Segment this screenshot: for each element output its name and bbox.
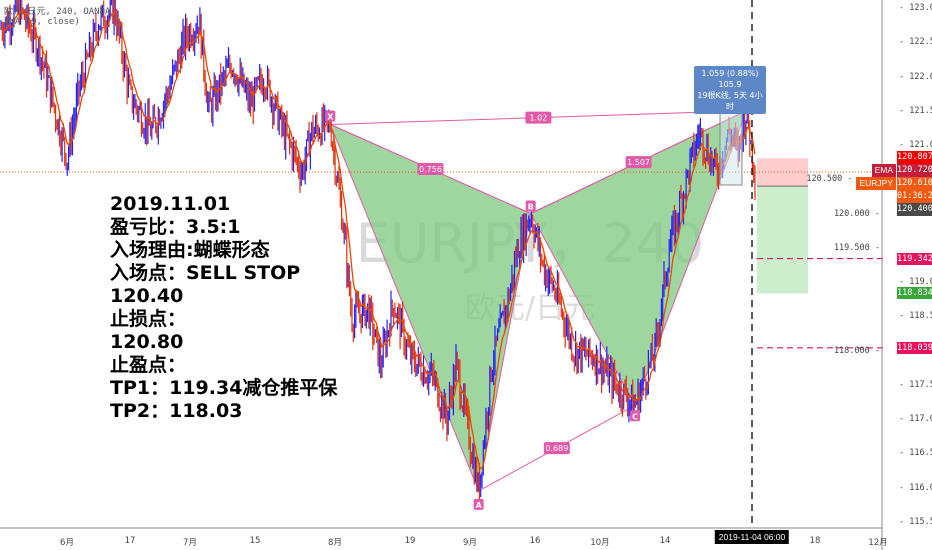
price-tick: - 121.000 — [899, 140, 932, 150]
ema-price-label: 120.720 — [897, 164, 932, 177]
point-label-a-bg — [473, 498, 484, 510]
price-tick: - 117.000 — [899, 414, 932, 424]
note-line: 120.80 — [110, 331, 184, 353]
entry-price-label: 120.400 — [897, 203, 932, 216]
stop-loss-zone — [757, 158, 808, 187]
symbol-legend: 欧元/日元, 240, OANDA — [4, 7, 111, 17]
time-tick: 16 — [529, 536, 541, 546]
take-profit-zone — [757, 186, 808, 294]
time-tick: 19 — [404, 536, 416, 546]
point-label-x-bg — [325, 110, 336, 122]
point-label-a: A — [476, 501, 483, 510]
note-line: 入场点：SELL STOP — [110, 262, 301, 284]
ratio-ac-bg — [543, 442, 570, 455]
price-tick: - 117.500 — [899, 379, 932, 390]
point-label-c-bg — [630, 410, 640, 422]
time-tick: 12月 — [868, 538, 888, 548]
time-tick: 6月 — [60, 538, 74, 548]
note-line: 止盈点： — [110, 354, 187, 376]
time-tick: 8月 — [328, 538, 342, 548]
point-label-b: B — [528, 203, 534, 212]
ratio-bd: 1.507 — [627, 158, 650, 167]
ratio-xd: 1.02 — [529, 114, 547, 123]
note-line: 止损点： — [110, 308, 187, 330]
x-cursor-label: 2019-11-04 06:00 — [714, 530, 790, 544]
trade-notes: 2019.11.01 盈亏比：3.5:1 入场理由:蝴蝶形态 入场点：SELL STO… — [110, 193, 337, 423]
ratio-xd-bg — [525, 111, 552, 124]
measure-box — [719, 112, 743, 186]
note-line: 入场理由:蝴蝶形态 — [110, 239, 270, 261]
price-tick: - 116.500 — [899, 448, 932, 459]
price-tick: 119.500 - — [833, 242, 880, 253]
ratio-ac: 0.689 — [545, 444, 568, 453]
price-tick: 120.500 - — [806, 174, 853, 185]
ema-tag: EMA — [871, 164, 896, 177]
price-tick: - 119.000 — [899, 277, 932, 287]
measure-tooltip: 1.059 (0.88%) 105.9 19根K线, 5天 4小时 — [694, 66, 766, 114]
tp1-price-label: 119.342 — [897, 252, 932, 265]
note-line: 盈亏比：3.5:1 — [110, 216, 241, 238]
point-label-x: X — [327, 112, 334, 121]
symbol-tag: EURJPY — [856, 177, 896, 190]
ratio-xb: 0.756 — [419, 165, 442, 174]
measure-line-2: 19根K线, 5天 4小时 — [697, 91, 763, 111]
time-tick: 17 — [124, 536, 136, 546]
price-tick: - 115.500 — [899, 516, 932, 527]
time-tick: 9月 — [463, 538, 477, 548]
time-tick: 7月 — [183, 538, 197, 548]
price-tick: - 123.000 — [899, 3, 932, 13]
ratio-bd-bg — [625, 156, 652, 169]
time-tick: 18 — [809, 536, 821, 546]
price-tick: - 122.000 — [899, 71, 932, 82]
time-tick: 15 — [249, 536, 261, 546]
note-line: TP1：119.34减仓推平保 — [110, 377, 338, 399]
time-tick: 10月 — [590, 538, 610, 548]
countdown-label: 01:36:25 — [897, 190, 932, 203]
indicator-legend[interactable]: EMA (9, close) — [4, 17, 80, 27]
ratio-xb-bg — [417, 162, 444, 175]
price-tick: - 116.000 — [899, 482, 932, 493]
price-tick: - 122.500 — [899, 37, 932, 48]
stop-price-label: 120.807 — [897, 151, 932, 164]
price-tick: 120.000 - — [833, 208, 880, 219]
price-tick: - 121.500 — [899, 105, 932, 116]
point-label-c: C — [632, 412, 638, 421]
note-line: 2019.11.01 — [110, 193, 231, 215]
last-price-label: 120.610 — [897, 177, 932, 190]
note-line: TP2：118.03 — [110, 400, 243, 422]
measure-line-1: 1.059 (0.88%) 105.9 — [701, 69, 759, 89]
note-line: 120.40 — [110, 285, 184, 307]
price-tick: 118.000 - — [833, 345, 880, 356]
target-price-label: 118.834 — [897, 287, 932, 300]
price-tick: - 118.500 — [899, 311, 932, 322]
tp2-price-label: 118.039 — [897, 341, 932, 354]
ema-line — [0, 10, 756, 471]
time-tick: 14 — [659, 536, 671, 546]
candles — [0, 0, 756, 501]
pattern-triangle-BCD — [529, 109, 748, 407]
point-label-b-bg — [525, 200, 536, 212]
